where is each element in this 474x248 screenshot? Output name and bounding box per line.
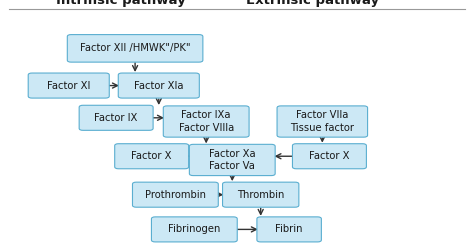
FancyBboxPatch shape xyxy=(223,182,299,207)
FancyBboxPatch shape xyxy=(67,35,203,62)
FancyBboxPatch shape xyxy=(79,105,153,130)
Text: Prothrombin: Prothrombin xyxy=(145,190,206,200)
FancyBboxPatch shape xyxy=(115,144,189,169)
Text: Factor XII /HMWK"/PK": Factor XII /HMWK"/PK" xyxy=(80,43,191,53)
FancyBboxPatch shape xyxy=(189,144,275,176)
FancyBboxPatch shape xyxy=(277,106,368,137)
FancyBboxPatch shape xyxy=(132,182,218,207)
FancyBboxPatch shape xyxy=(28,73,109,98)
FancyBboxPatch shape xyxy=(151,217,237,242)
FancyBboxPatch shape xyxy=(257,217,321,242)
Text: Factor XIa: Factor XIa xyxy=(134,81,183,91)
Text: Fibrinogen: Fibrinogen xyxy=(168,224,220,234)
Text: Factor Xa
Factor Va: Factor Xa Factor Va xyxy=(209,149,255,171)
Text: Fibrin: Fibrin xyxy=(275,224,303,234)
FancyBboxPatch shape xyxy=(292,144,366,169)
Text: Intrinsic pathway: Intrinsic pathway xyxy=(56,0,186,7)
Text: Factor IXa
Factor VIIIa: Factor IXa Factor VIIIa xyxy=(179,110,234,133)
Text: Factor X: Factor X xyxy=(309,151,350,161)
Text: Extrinsic pathway: Extrinsic pathway xyxy=(246,0,379,7)
Text: Factor X: Factor X xyxy=(131,151,172,161)
FancyBboxPatch shape xyxy=(163,106,249,137)
Text: Factor VIIa
Tissue factor: Factor VIIa Tissue factor xyxy=(290,110,355,133)
Text: Factor IX: Factor IX xyxy=(94,113,138,123)
Text: Factor XI: Factor XI xyxy=(47,81,91,91)
FancyBboxPatch shape xyxy=(118,73,199,98)
Text: Thrombin: Thrombin xyxy=(237,190,284,200)
